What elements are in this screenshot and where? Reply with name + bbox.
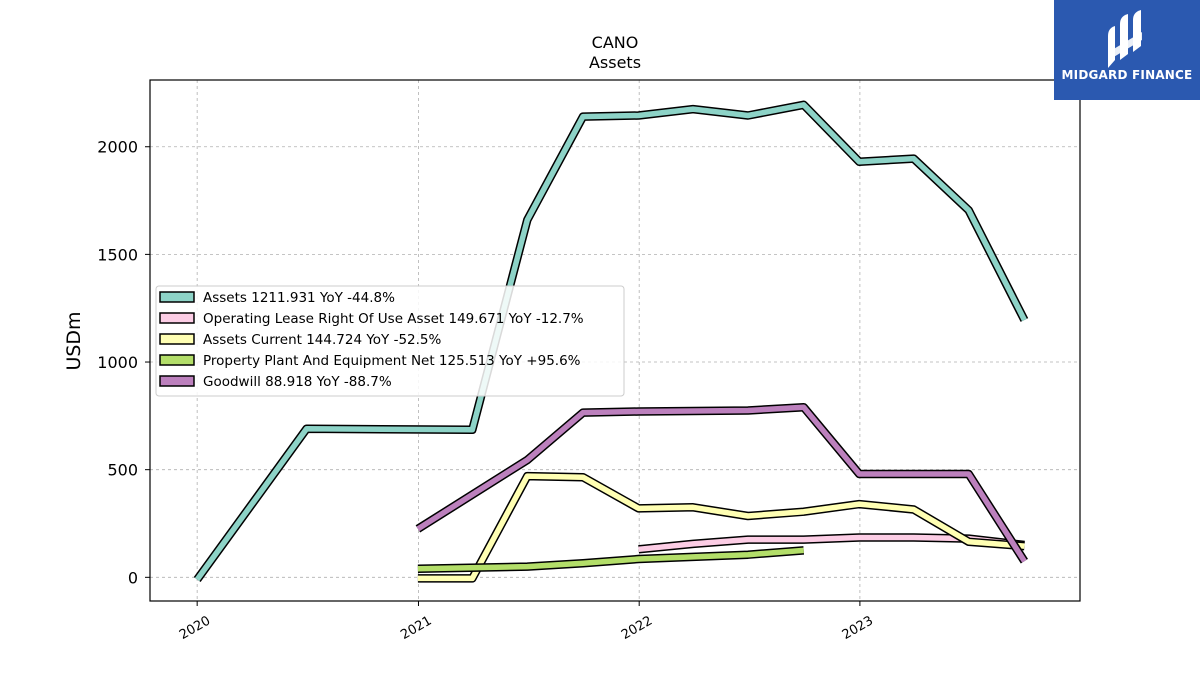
legend-swatch xyxy=(159,354,195,366)
legend-entry: Assets 1211.931 YoY -44.8% xyxy=(203,290,395,306)
series-line xyxy=(417,547,804,572)
chart-title: CANO xyxy=(592,33,639,52)
y-tick-label: 1500 xyxy=(97,245,138,264)
grid xyxy=(150,80,1080,601)
brand-logo: MIDGARD FINANCE xyxy=(1054,0,1200,100)
legend-entry: Operating Lease Right Of Use Asset 149.6… xyxy=(203,311,584,327)
x-tick-label: 2023 xyxy=(840,613,876,643)
legend-swatch xyxy=(159,375,195,387)
x-tick-label: 2021 xyxy=(398,613,434,643)
legend: Assets 1211.931 YoY -44.8% Operating Leas… xyxy=(155,285,625,397)
brand-mark-icon xyxy=(1108,10,1142,68)
y-tick-label: 2000 xyxy=(97,138,138,157)
series-0 xyxy=(193,100,1029,582)
chart-subtitle: Assets xyxy=(589,53,641,72)
legend-entry: Assets Current 144.724 YoY -52.5% xyxy=(203,332,442,348)
y-axis: 0 500 1000 1500 2000 xyxy=(97,138,150,587)
series-line xyxy=(194,102,1027,582)
series-line xyxy=(417,473,1025,582)
legend-entry: Goodwill 88.918 YoY -88.7% xyxy=(203,374,392,390)
legend-swatch xyxy=(159,333,195,345)
legend-swatch xyxy=(159,291,195,303)
y-tick-label: 0 xyxy=(128,568,138,587)
series-4 xyxy=(415,402,1028,564)
y-tick-label: 1000 xyxy=(97,353,138,372)
plot-frame xyxy=(149,79,1081,602)
legend-entry: Property Plant And Equipment Net 125.513… xyxy=(203,353,581,369)
series-lines xyxy=(193,100,1029,583)
x-tick-label: 2020 xyxy=(177,613,213,643)
x-tick-label: 2022 xyxy=(619,613,655,643)
x-axis: 2020 2021 2022 2023 xyxy=(177,601,876,643)
series-2 xyxy=(417,471,1025,583)
legend-box xyxy=(155,285,625,397)
y-axis-label: USDm xyxy=(63,311,85,370)
series-line xyxy=(416,404,1027,563)
brand-name: MIDGARD FINANCE xyxy=(1061,68,1193,82)
legend-swatch xyxy=(159,312,195,324)
y-tick-label: 500 xyxy=(107,461,138,480)
series-3 xyxy=(417,546,805,573)
